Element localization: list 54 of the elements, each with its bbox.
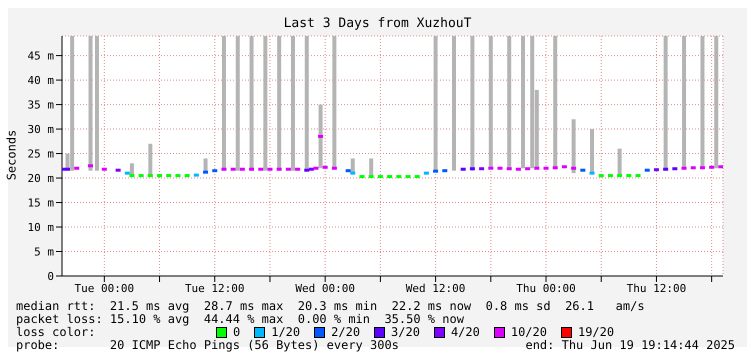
legend-label: 4/20	[450, 325, 480, 339]
y-tick-label: 5 m	[34, 245, 54, 258]
bar	[434, 36, 438, 171]
bar	[553, 36, 558, 168]
y-tick-label: 35 m	[28, 98, 54, 112]
y-tick-label: 30 m	[28, 122, 54, 136]
bar	[318, 104, 323, 168]
y-tick-label: 25 m	[28, 147, 54, 160]
bar	[263, 36, 268, 171]
bar	[682, 36, 686, 168]
y-tick-label: 15 m	[28, 196, 54, 210]
bar	[507, 36, 512, 168]
bar	[94, 36, 99, 171]
bar	[88, 36, 93, 171]
text: median rtt: 21.5 ms avg 28.7 ms max 20.3 ms min 22.2 ms now 0.8 ms sd 26.1 am/s	[16, 299, 646, 313]
y-tick-label: 40 m	[28, 74, 54, 87]
bar	[714, 36, 718, 168]
chart-title: Last 3 Days from XuzhouT	[282, 15, 472, 31]
y-tick-label: 45 m	[28, 49, 54, 62]
y-tick-label: 0	[47, 270, 54, 283]
bar	[332, 36, 336, 168]
bar	[148, 144, 152, 176]
bar	[236, 36, 240, 171]
bar	[304, 36, 309, 171]
x-tick-label: Tue 12:00	[184, 282, 245, 295]
bar	[590, 129, 594, 174]
y-tick-label: 10 m	[28, 220, 54, 234]
legend-label: 2/20	[330, 325, 360, 339]
bar	[700, 36, 704, 168]
bar	[290, 36, 295, 171]
bar	[452, 36, 456, 171]
bar	[488, 36, 493, 168]
legend-label: 19/20	[576, 325, 614, 339]
legend-label: 3/20	[390, 325, 420, 339]
y-tick-label: 20 m	[28, 172, 54, 185]
legend-label: 10/20	[510, 325, 547, 339]
legend-label: 0	[232, 325, 240, 339]
text: end: Thu Jun 19 19:14:44 2025	[525, 338, 735, 352]
x-tick-label: Wed 12:00	[406, 282, 466, 295]
point	[718, 165, 723, 168]
text: packet loss: 15.10 % avg 44.44 % max 0.00 % min 35.50 % now	[16, 312, 465, 326]
bar	[470, 36, 474, 171]
x-tick-label: Thu 00:00	[516, 282, 576, 295]
legend-title: loss color:	[16, 325, 96, 339]
bar	[521, 36, 526, 168]
text: probe: 20 ICMP Echo Pings (56 Bytes) every 300s	[16, 338, 399, 352]
y-axis-title: Seconds	[4, 130, 18, 180]
legend-label: 1/20	[270, 325, 300, 339]
bar	[572, 119, 576, 174]
x-tick-label: Tue 00:00	[74, 282, 134, 295]
bar	[369, 158, 374, 177]
x-tick-label: Wed 00:00	[295, 282, 355, 295]
bar	[618, 148, 622, 176]
x-tick-label: Thu 12:00	[626, 282, 686, 295]
